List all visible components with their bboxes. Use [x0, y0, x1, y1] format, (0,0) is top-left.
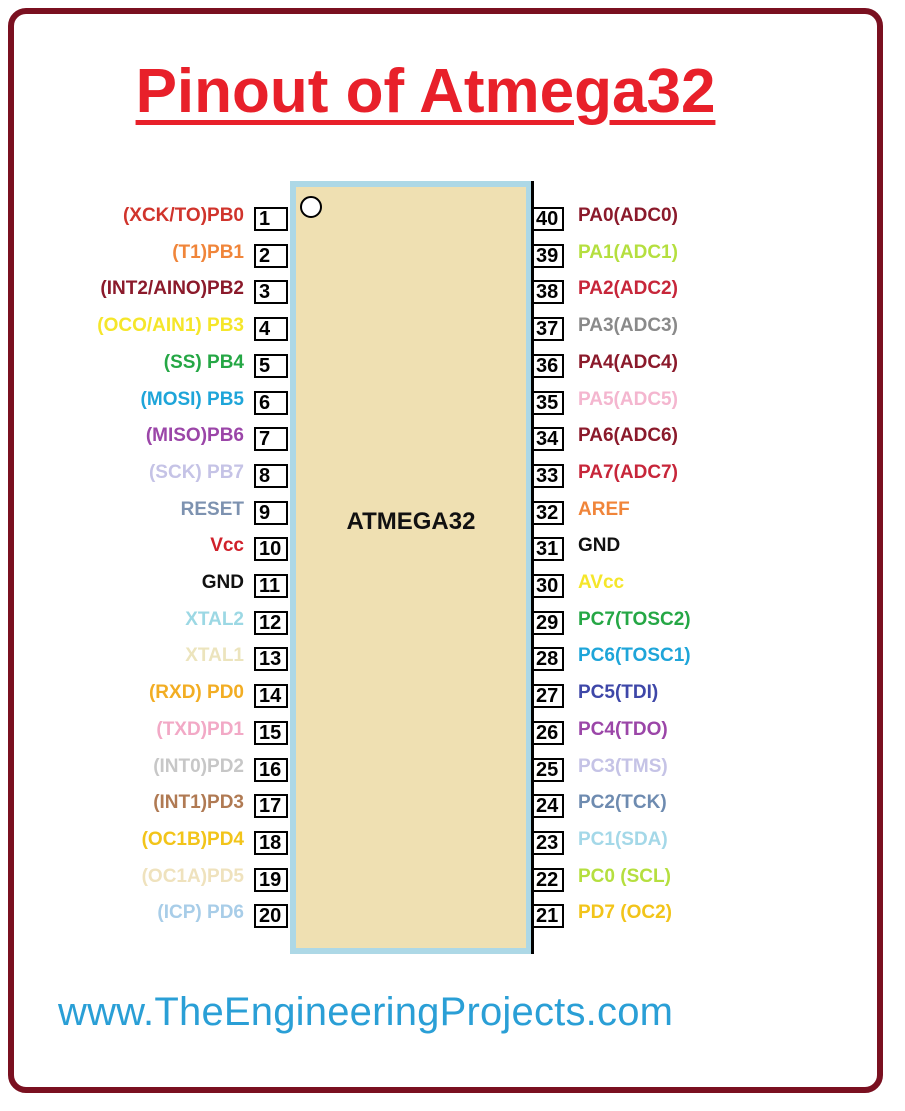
- pin-18-label: (OC1B)PD4: [141, 828, 244, 850]
- pin-28-label: PC6(TOSC1): [578, 645, 691, 667]
- pin-10-label: Vcc: [210, 535, 244, 557]
- pin-27-label: PC5(TDI): [578, 682, 659, 704]
- pin-14-label: (RXD) PD0: [148, 682, 244, 704]
- pin-23-label: PC1(SDA): [578, 828, 668, 850]
- pin-25-number: 25: [534, 757, 564, 782]
- pin-6-label: (MOSI) PB5: [140, 388, 244, 410]
- chip-body: [290, 181, 532, 954]
- pin-33-label: PA7(ADC7): [578, 461, 678, 483]
- pin-9-label: RESET: [180, 498, 244, 520]
- pin-18-number: 18: [254, 830, 288, 855]
- pin1-notch-icon: [300, 196, 322, 218]
- page-title: Pinout of Atmega32: [135, 57, 716, 126]
- pin-6-number: 6: [254, 390, 288, 415]
- pin-4-number: 4: [254, 317, 288, 342]
- pin-21-label: PD7 (OC2): [578, 902, 672, 924]
- pin-15-label: (TXD)PD1: [156, 718, 244, 740]
- pin-9-number: 9: [254, 500, 288, 525]
- pin-10-number: 10: [254, 537, 288, 562]
- pin-26-label: PC4(TDO): [578, 718, 668, 740]
- chip-right-edge: [531, 181, 534, 954]
- pin-31-label: GND: [578, 535, 621, 557]
- pin-8-label: (SCK) PB7: [148, 461, 244, 483]
- pin-40-label: PA0(ADC0): [578, 205, 678, 226]
- pin-13-label: XTAL1: [185, 645, 244, 667]
- pin-36-number: 36: [534, 353, 564, 378]
- pin-16-label: (INT0)PD2: [153, 755, 244, 777]
- pin-1-number: 1: [254, 207, 288, 231]
- pin-39-label: PA1(ADC1): [578, 241, 678, 263]
- pin-11-label: GND: [201, 572, 244, 593]
- pin-39-number: 39: [534, 243, 564, 268]
- pin-29-number: 29: [534, 610, 564, 635]
- pin-3-label: (INT2/AINO)PB2: [100, 278, 244, 300]
- pin-23-number: 23: [534, 830, 564, 855]
- website-link[interactable]: www.TheEngineeringProjects.com: [58, 990, 674, 1034]
- pin-29-label: PC7(TOSC2): [578, 608, 691, 630]
- pin-38-number: 38: [534, 280, 564, 305]
- pin-37-number: 37: [534, 317, 564, 342]
- pin-4-label: (OCO/AIN1) PB3: [97, 315, 244, 337]
- pin-32-number: 32: [534, 500, 564, 525]
- pin-12-number: 12: [254, 610, 288, 635]
- pin-32-label: AREF: [578, 498, 630, 520]
- pin-22-number: 22: [534, 867, 564, 892]
- pin-5-label: (SS) PB4: [163, 351, 244, 373]
- pin-19-number: 19: [254, 867, 288, 892]
- pin-36-label: PA4(ADC4): [578, 351, 678, 373]
- pin-26-number: 26: [534, 720, 564, 745]
- pin-33-number: 33: [534, 463, 564, 488]
- pin-11-number: 11: [254, 574, 288, 598]
- pin-24-number: 24: [534, 794, 564, 819]
- pin-24-label: PC2(TCK): [578, 792, 667, 814]
- pin-37-label: PA3(ADC3): [578, 315, 678, 337]
- pin-20-number: 20: [254, 904, 288, 929]
- pin-38-label: PA2(ADC2): [578, 278, 678, 300]
- pin-21-number: 21: [534, 904, 564, 929]
- chip-label: ATMEGA32: [346, 508, 476, 535]
- pin-17-number: 17: [254, 794, 288, 819]
- pin-20-label: (ICP) PD6: [157, 902, 244, 924]
- pin-14-number: 14: [254, 684, 288, 709]
- pin-2-label: (T1)PB1: [172, 241, 244, 263]
- pin-30-number: 30: [534, 574, 564, 598]
- pin-17-label: (INT1)PD3: [153, 792, 244, 814]
- pin-31-number: 31: [534, 537, 564, 562]
- pin-7-label: (MISO)PB6: [145, 425, 244, 447]
- pin-3-number: 3: [254, 280, 288, 305]
- pin-2-number: 2: [254, 243, 288, 268]
- pin-16-number: 16: [254, 757, 288, 782]
- pin-5-number: 5: [254, 353, 288, 378]
- pin-35-number: 35: [534, 390, 564, 415]
- pin-13-number: 13: [254, 647, 288, 672]
- pin-34-number: 34: [534, 427, 564, 452]
- pin-15-number: 15: [254, 720, 288, 745]
- pin-19-label: (OC1A)PD5: [141, 865, 244, 887]
- pin-28-number: 28: [534, 647, 564, 672]
- pin-35-label: PA5(ADC5): [578, 388, 678, 410]
- pin-25-label: PC3(TMS): [578, 755, 668, 777]
- pin-27-number: 27: [534, 684, 564, 709]
- pin-22-label: PC0 (SCL): [578, 865, 671, 887]
- pin-30-label: AVcc: [578, 572, 625, 593]
- pin-1-label: (XCK/TO)PB0: [122, 205, 244, 226]
- pin-40-number: 40: [534, 207, 564, 231]
- pin-7-number: 7: [254, 427, 288, 452]
- pin-12-label: XTAL2: [185, 608, 244, 630]
- pin-8-number: 8: [254, 463, 288, 488]
- pin-34-label: PA6(ADC6): [578, 425, 678, 447]
